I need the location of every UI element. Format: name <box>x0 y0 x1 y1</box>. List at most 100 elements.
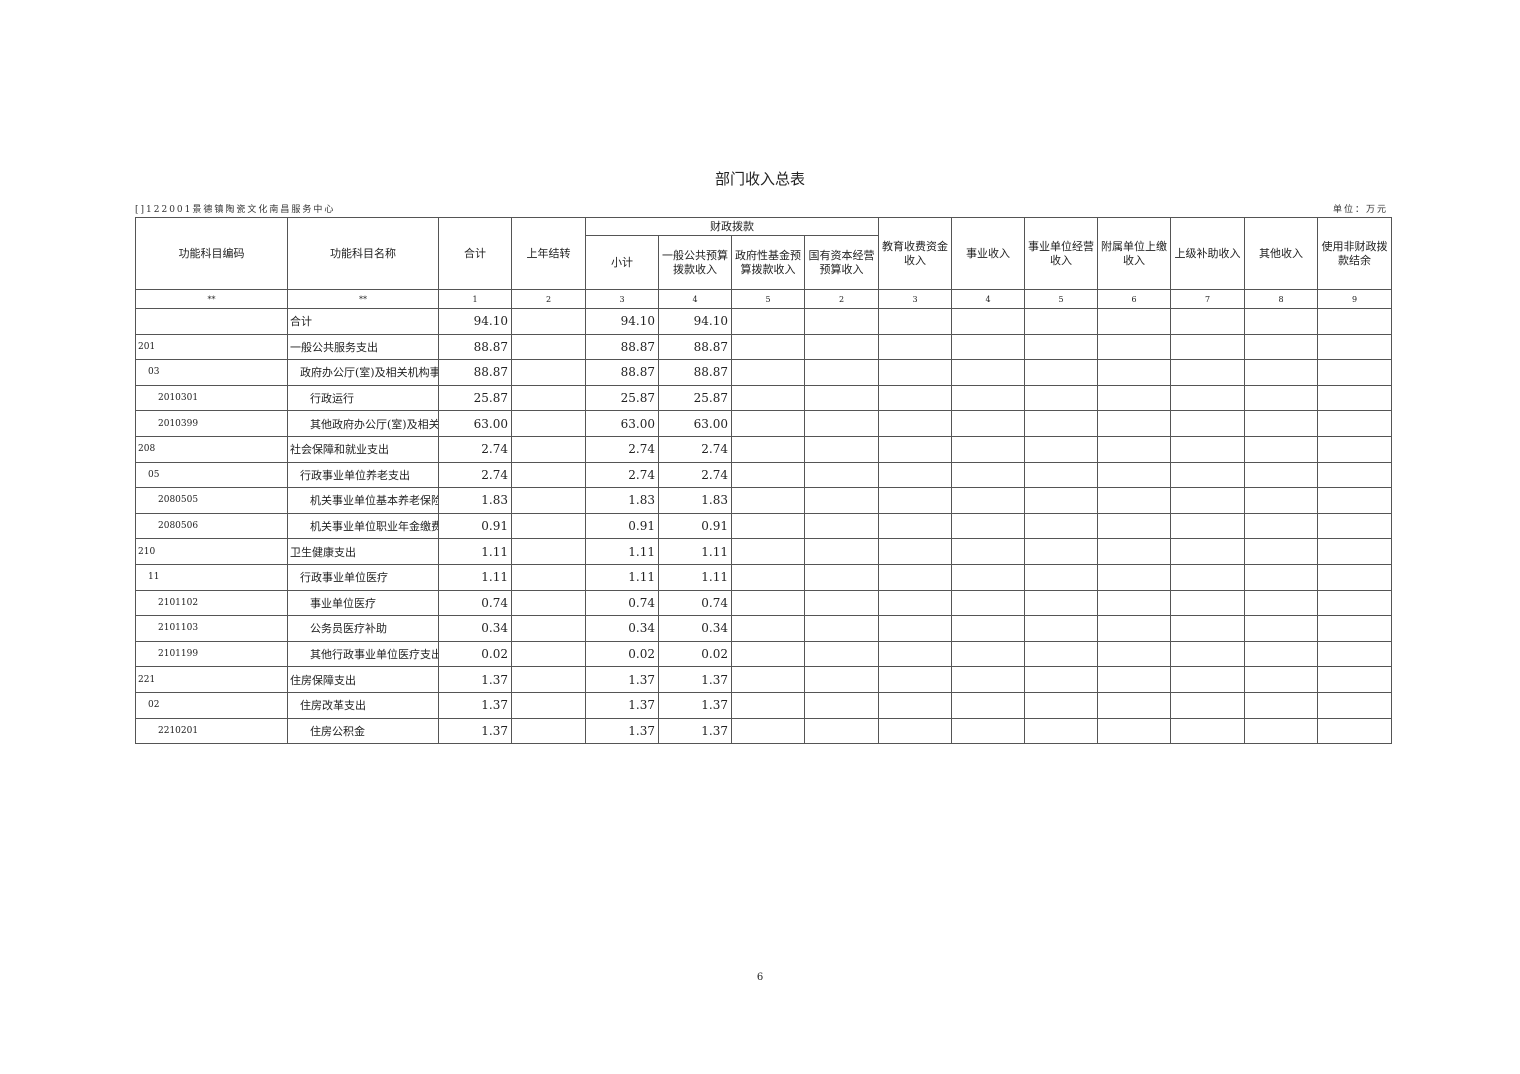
cell-total: 2.74 <box>438 435 512 463</box>
empty-cell <box>511 563 586 591</box>
empty-cell <box>511 384 586 412</box>
empty-cell <box>951 333 1025 361</box>
cell-subtotal: 1.83 <box>585 487 659 514</box>
empty-cell <box>1097 384 1171 412</box>
index-cell: 2 <box>511 289 586 309</box>
empty-cell <box>1317 512 1392 540</box>
cell-name: 其他政府办公厅(室)及相关机构事务支出 <box>287 410 439 437</box>
empty-cell <box>1024 512 1098 540</box>
empty-cell <box>1170 589 1245 617</box>
cell-name: 社会保障和就业支出 <box>287 435 439 463</box>
empty-cell <box>511 717 586 745</box>
empty-cell <box>511 410 586 437</box>
cell-code: 05 <box>135 461 288 489</box>
empty-cell <box>1317 691 1392 719</box>
empty-cell <box>731 359 805 386</box>
empty-cell <box>1317 615 1392 642</box>
empty-cell <box>1244 410 1318 437</box>
cell-subtotal: 0.74 <box>585 589 659 617</box>
cell-code: 2010399 <box>135 410 288 437</box>
empty-cell <box>731 538 805 565</box>
cell-general: 0.02 <box>658 640 732 668</box>
empty-cell <box>1097 640 1171 668</box>
empty-cell <box>804 615 879 642</box>
cell-total: 2.74 <box>438 461 512 489</box>
cell-code: 2101199 <box>135 640 288 668</box>
cell-general: 1.37 <box>658 717 732 745</box>
cell-total: 1.37 <box>438 691 512 719</box>
cell-total: 63.00 <box>438 410 512 437</box>
cell-general: 0.34 <box>658 615 732 642</box>
cell-name: 其他行政事业单位医疗支出 <box>287 640 439 668</box>
header-fiscal-group: 财政拨款 <box>585 217 879 236</box>
cell-code: 201 <box>135 333 288 361</box>
index-cell: 6 <box>1097 289 1171 309</box>
empty-cell <box>878 666 952 693</box>
organization-name: []122001景德镇陶瓷文化南昌服务中心 <box>135 205 336 215</box>
empty-cell <box>951 487 1025 514</box>
empty-cell <box>1170 538 1245 565</box>
empty-cell <box>731 308 805 335</box>
cell-subtotal: 63.00 <box>585 410 659 437</box>
index-cell: 3 <box>878 289 952 309</box>
empty-cell <box>804 691 879 719</box>
empty-cell <box>1097 717 1171 745</box>
empty-cell <box>1317 640 1392 668</box>
empty-cell <box>731 333 805 361</box>
cell-general: 1.11 <box>658 538 732 565</box>
index-cell: 5 <box>731 289 805 309</box>
empty-cell <box>878 487 952 514</box>
cell-general: 1.37 <box>658 691 732 719</box>
empty-cell <box>511 691 586 719</box>
empty-cell <box>1317 461 1392 489</box>
empty-cell <box>804 384 879 412</box>
empty-cell <box>1244 691 1318 719</box>
empty-cell <box>1097 666 1171 693</box>
cell-code: 221 <box>135 666 288 693</box>
empty-cell <box>511 333 586 361</box>
cell-code: 2101102 <box>135 589 288 617</box>
empty-cell <box>804 538 879 565</box>
empty-cell <box>1024 410 1098 437</box>
cell-name: 机关事业单位基本养老保险缴费支出 <box>287 487 439 514</box>
cell-subtotal: 0.02 <box>585 640 659 668</box>
cell-general: 1.11 <box>658 563 732 591</box>
empty-cell <box>951 717 1025 745</box>
cell-subtotal: 88.87 <box>585 359 659 386</box>
cell-name: 住房保障支出 <box>287 666 439 693</box>
page-title: 部门收入总表 <box>714 170 805 188</box>
table-row: 2101199 其他行政事业单位医疗支出 0.02 0.02 0.02 <box>135 640 1392 668</box>
empty-cell <box>878 691 952 719</box>
header-gov-fund: 政府性基金预算拨款收入 <box>731 235 805 290</box>
empty-cell <box>1170 691 1245 719</box>
index-cell: 4 <box>658 289 732 309</box>
empty-cell <box>951 512 1025 540</box>
empty-cell <box>1170 435 1245 463</box>
empty-cell <box>1097 359 1171 386</box>
table-row: 2101103 公务员医疗补助 0.34 0.34 0.34 <box>135 615 1392 642</box>
cell-general: 1.83 <box>658 487 732 514</box>
cell-total: 94.10 <box>438 308 512 335</box>
cell-subtotal: 88.87 <box>585 333 659 361</box>
empty-cell <box>951 563 1025 591</box>
index-cell: 7 <box>1170 289 1245 309</box>
empty-cell <box>731 410 805 437</box>
header-affiliated: 附属单位上缴收入 <box>1097 217 1171 290</box>
table-row: 208 社会保障和就业支出 2.74 2.74 2.74 <box>135 435 1392 463</box>
empty-cell <box>731 666 805 693</box>
empty-cell <box>878 717 952 745</box>
index-cell: 1 <box>438 289 512 309</box>
header-total: 合计 <box>438 217 512 290</box>
empty-cell <box>731 461 805 489</box>
empty-cell <box>731 435 805 463</box>
empty-cell <box>1244 435 1318 463</box>
empty-cell <box>951 410 1025 437</box>
table-row: 201 一般公共服务支出 88.87 88.87 88.87 <box>135 333 1392 361</box>
empty-cell <box>951 461 1025 489</box>
empty-cell <box>1170 717 1245 745</box>
table-row: 210 卫生健康支出 1.11 1.11 1.11 <box>135 538 1392 565</box>
empty-cell <box>878 435 952 463</box>
empty-cell <box>511 487 586 514</box>
empty-cell <box>951 666 1025 693</box>
index-cell: 9 <box>1317 289 1392 309</box>
